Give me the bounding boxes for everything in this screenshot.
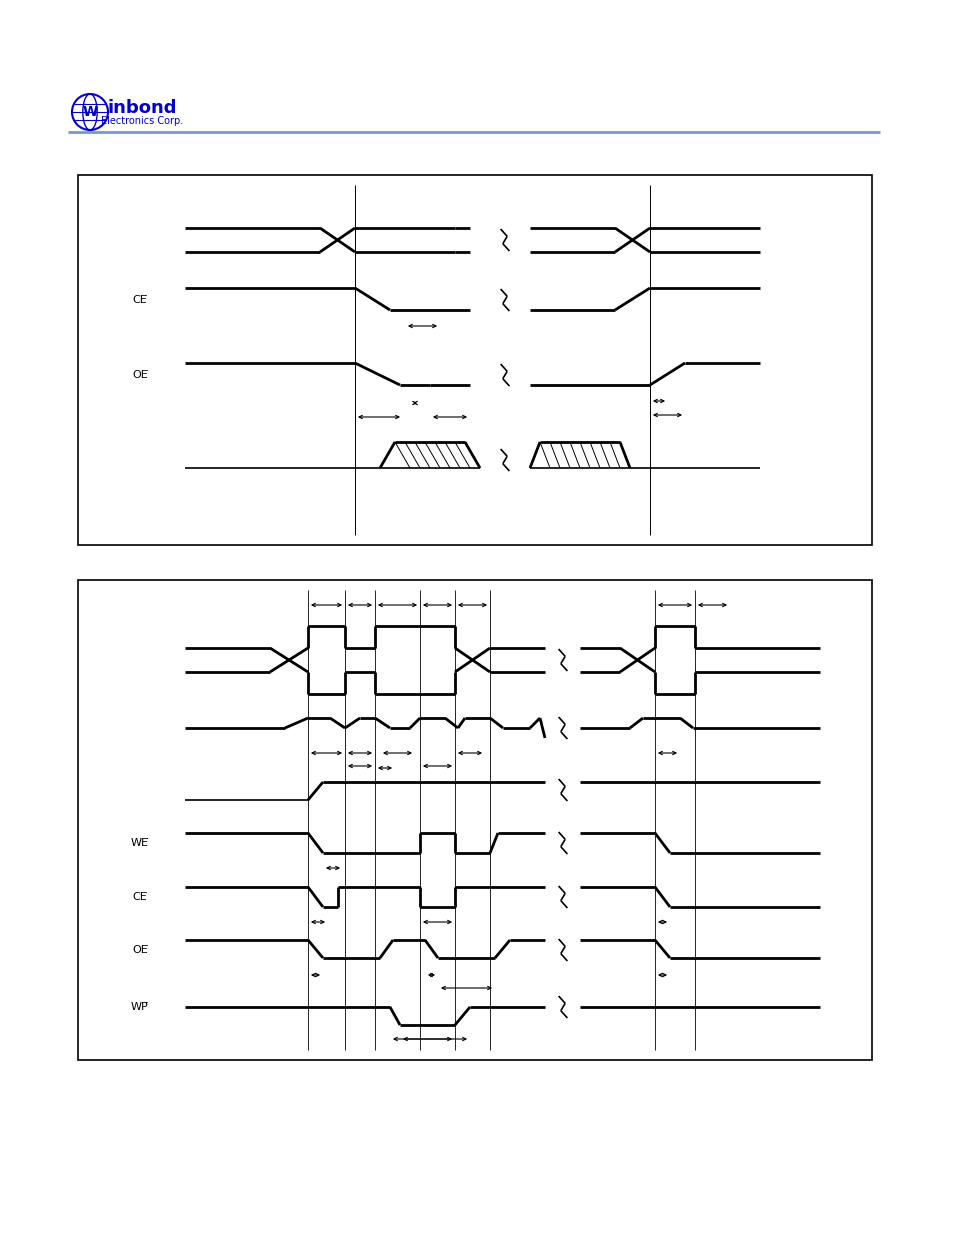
Text: OE̅: OE̅ [132, 945, 148, 955]
Bar [78, 580, 871, 1060]
Text: inbond: inbond [107, 99, 176, 117]
Text: OE̅: OE̅ [132, 370, 148, 380]
Text: Electronics Corp.: Electronics Corp. [101, 116, 183, 126]
Text: WP̅: WP̅ [131, 1002, 149, 1011]
Text: CE̅: CE̅ [132, 892, 147, 902]
Text: CE̅: CE̅ [132, 295, 147, 305]
Text: WE̅: WE̅ [131, 839, 149, 848]
Bar [78, 175, 871, 545]
Text: W: W [82, 105, 97, 119]
